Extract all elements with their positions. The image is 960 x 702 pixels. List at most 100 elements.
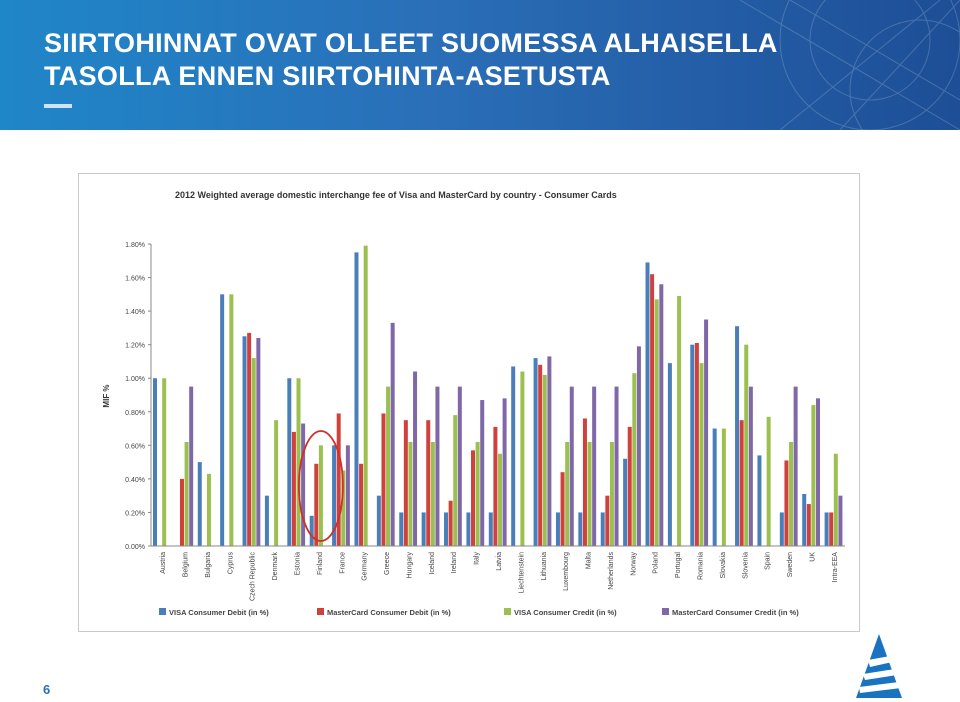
title-underline xyxy=(44,104,72,108)
bar xyxy=(471,450,476,546)
legend-swatch xyxy=(662,608,669,615)
bar xyxy=(569,386,574,546)
bar xyxy=(256,337,261,546)
bar xyxy=(533,358,538,546)
bar xyxy=(309,515,314,546)
bar xyxy=(802,493,807,546)
bar xyxy=(453,415,458,546)
bar xyxy=(793,386,798,546)
x-tick-label: Latvia xyxy=(496,552,503,571)
bar xyxy=(690,344,695,546)
banner-pattern xyxy=(739,0,960,130)
x-tick-label: Netherlands xyxy=(608,552,615,590)
x-tick-label: Cyprus xyxy=(227,552,234,575)
bar xyxy=(555,512,560,546)
bar xyxy=(408,441,413,546)
legend-swatch xyxy=(504,608,511,615)
bar xyxy=(184,441,189,546)
chart-title: 2012 Weighted average domestic interchan… xyxy=(175,190,617,200)
bar xyxy=(332,445,337,546)
bar xyxy=(739,420,744,546)
y-tick-label: 1.40% xyxy=(125,309,145,316)
bar xyxy=(301,423,306,546)
bar xyxy=(520,371,525,546)
bar xyxy=(735,326,740,546)
bar xyxy=(287,378,292,546)
x-tick-label: Lithuania xyxy=(541,552,548,581)
bar xyxy=(345,445,350,546)
x-tick-label: Bulgaria xyxy=(205,552,212,578)
bar xyxy=(627,426,632,546)
y-tick-label: 0.60% xyxy=(125,443,145,450)
bar xyxy=(475,441,480,546)
y-tick-label: 1.20% xyxy=(125,343,145,350)
x-tick-label: Romania xyxy=(697,552,704,580)
finland-highlight-ellipse xyxy=(298,430,344,542)
bar xyxy=(206,473,211,546)
bar xyxy=(457,386,462,546)
legend-label: MasterCard Consumer Credit (in %) xyxy=(672,608,799,617)
bar xyxy=(264,495,269,546)
bar xyxy=(336,413,341,546)
legend-label: VISA Consumer Credit (in %) xyxy=(514,608,617,617)
bar xyxy=(784,460,789,546)
x-tick-label: Intra-EEA xyxy=(832,552,839,583)
bar xyxy=(291,431,296,546)
bar xyxy=(565,441,570,546)
bar xyxy=(399,512,404,546)
x-tick-label: Portugal xyxy=(675,552,682,579)
legend-swatch xyxy=(159,608,166,615)
bar xyxy=(242,336,247,546)
legend-swatch xyxy=(317,608,324,615)
bar xyxy=(614,386,619,546)
bar xyxy=(390,322,395,546)
y-tick-label: 0.00% xyxy=(125,544,145,551)
bar xyxy=(744,344,749,546)
bar xyxy=(381,413,386,546)
y-tick-label: 0.80% xyxy=(125,410,145,417)
legend-label: MasterCard Consumer Debit (in %) xyxy=(327,608,451,617)
bar xyxy=(694,342,699,546)
bar xyxy=(721,428,726,546)
bar xyxy=(444,512,449,546)
bar xyxy=(829,512,834,546)
bar xyxy=(413,371,418,546)
bar xyxy=(592,386,597,546)
bar xyxy=(274,420,279,546)
y-tick-label: 1.60% xyxy=(125,276,145,283)
x-tick-label: Liechtenstein xyxy=(518,552,525,593)
bar xyxy=(162,378,167,546)
y-tick-label: 1.80% xyxy=(125,242,145,249)
bar xyxy=(466,512,471,546)
bar xyxy=(511,366,516,546)
bar xyxy=(354,252,359,546)
bar xyxy=(229,294,234,546)
bar xyxy=(712,428,717,546)
bar xyxy=(779,512,784,546)
bar xyxy=(833,453,838,546)
bar xyxy=(359,463,364,546)
slide-title-line1: SIIRTOHINNAT OVAT OLLEET SUOMESSA ALHAIS… xyxy=(44,28,778,58)
interchange-fee-chart: 2012 Weighted average domestic interchan… xyxy=(102,190,845,617)
bar xyxy=(632,373,637,546)
bar xyxy=(650,274,655,546)
bar xyxy=(538,364,543,546)
x-tick-label: Iceland xyxy=(429,552,436,575)
x-tick-label: Italy xyxy=(474,552,481,565)
x-tick-label: Czech Republic xyxy=(250,552,257,602)
bar xyxy=(251,358,256,546)
x-tick-label: Ireland xyxy=(451,552,458,574)
x-tick-label: Malta xyxy=(586,552,593,569)
x-tick-label: Denmark xyxy=(272,552,279,581)
bar xyxy=(498,453,502,546)
bar xyxy=(363,245,368,546)
slide-title: SIIRTOHINNAT OVAT OLLEET SUOMESSA ALHAIS… xyxy=(44,27,778,93)
bar xyxy=(748,386,753,546)
bar xyxy=(547,356,552,546)
bar xyxy=(430,441,435,546)
x-tick-label: Germany xyxy=(362,552,369,581)
x-tick-label: Slovakia xyxy=(720,552,727,579)
bar xyxy=(314,463,319,546)
bar xyxy=(493,426,498,546)
bar xyxy=(667,363,672,546)
